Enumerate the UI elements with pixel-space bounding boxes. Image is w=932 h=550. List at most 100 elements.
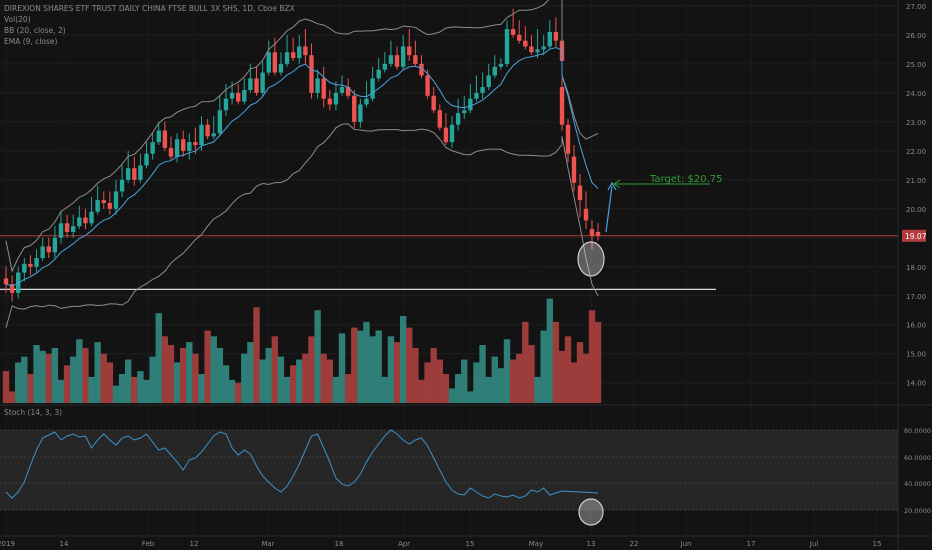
candle — [95, 185, 100, 215]
candle-body — [468, 98, 473, 111]
candle — [407, 29, 412, 61]
candle-body — [517, 34, 522, 41]
candle — [168, 136, 174, 160]
candle-body — [315, 78, 320, 93]
candle-body — [22, 263, 27, 273]
volume-bar — [516, 353, 523, 403]
candle-body — [364, 98, 369, 105]
candle — [101, 191, 106, 209]
candle — [400, 34, 406, 70]
candle — [119, 165, 125, 198]
price-tick-label: 27.00 — [906, 3, 926, 11]
candle — [595, 223, 601, 241]
candle — [443, 113, 449, 146]
candle-body — [309, 55, 314, 93]
candle — [492, 55, 497, 79]
candle — [138, 153, 143, 183]
candle-body — [235, 92, 241, 102]
volume-bar — [143, 379, 150, 403]
candle-body — [40, 246, 45, 259]
volume-bar — [552, 321, 560, 403]
volume-bar — [302, 353, 309, 403]
candle-body — [510, 29, 516, 35]
candle — [364, 81, 369, 108]
candle-body — [529, 46, 534, 53]
candle-body — [58, 223, 64, 238]
volume-bar — [118, 374, 126, 403]
candle — [370, 66, 375, 102]
volume-bar — [564, 336, 572, 403]
candle-body — [333, 92, 339, 105]
candle — [260, 60, 265, 96]
projection-arrow-head — [607, 181, 617, 191]
volume-bar — [124, 359, 132, 403]
volume-bar — [387, 336, 395, 403]
candle-body — [388, 55, 394, 64]
volume-bar — [289, 365, 297, 403]
volume-bar — [259, 359, 266, 403]
candle — [113, 179, 119, 215]
time-tick-label: Feb — [142, 540, 155, 548]
candle — [9, 275, 15, 302]
candle-body — [303, 46, 308, 56]
candle — [290, 37, 296, 61]
time-tick-label: 13 — [587, 540, 596, 548]
stoch-axis: 80.0000 60.0000 40.0000 20.0000 — [904, 427, 931, 515]
volume-bar — [588, 310, 596, 403]
candle — [235, 84, 241, 105]
candle — [449, 116, 455, 148]
candle-body — [3, 278, 9, 285]
candle-body — [595, 231, 601, 236]
candle — [394, 46, 400, 70]
volume-bar — [320, 353, 327, 403]
target-arrow-head — [613, 179, 621, 189]
volume-bar — [247, 342, 254, 403]
volume-bar — [308, 336, 315, 403]
candle — [132, 156, 137, 186]
candle-body — [589, 229, 595, 236]
candle-body — [132, 168, 137, 180]
ema-line — [5, 46, 599, 287]
candle — [180, 130, 186, 157]
candle — [327, 89, 333, 111]
volume-bar — [271, 336, 279, 403]
volume-bar — [137, 371, 144, 403]
candle-body — [89, 211, 94, 224]
bb-upper-band — [5, 0, 599, 273]
volume-bar — [296, 359, 303, 403]
candle — [577, 174, 583, 218]
time-tick-label: 2019 — [0, 540, 15, 548]
candle-body — [504, 29, 510, 64]
candle — [529, 34, 534, 56]
candle-body — [370, 78, 375, 99]
time-tick-label: 15 — [873, 540, 882, 548]
volume-bar — [399, 316, 407, 403]
candle-body — [327, 98, 333, 105]
candle-body — [156, 130, 161, 143]
time-tick-label: 22 — [630, 540, 639, 548]
volume-bar — [461, 359, 468, 403]
volume-bar — [326, 359, 334, 403]
candle — [547, 20, 552, 50]
price-tick-label: 20.00 — [906, 206, 926, 214]
volume-bar — [436, 359, 444, 403]
volume-bar — [112, 385, 120, 403]
candle-body — [358, 104, 363, 122]
volume-bar — [277, 356, 285, 403]
candle-body — [480, 87, 485, 93]
price-tick-label: 24.00 — [906, 90, 926, 98]
volume-bar — [210, 336, 217, 403]
candle-body — [547, 31, 552, 47]
candle — [278, 52, 284, 76]
price-tag — [902, 229, 926, 242]
volume-bar — [540, 330, 547, 403]
volume-bar — [418, 379, 425, 403]
volume-bar — [51, 347, 59, 403]
candle-body — [339, 87, 345, 93]
candle — [193, 127, 198, 154]
candle — [419, 55, 424, 79]
candle — [315, 69, 320, 99]
volume-bar — [94, 342, 101, 403]
candle — [297, 34, 302, 64]
